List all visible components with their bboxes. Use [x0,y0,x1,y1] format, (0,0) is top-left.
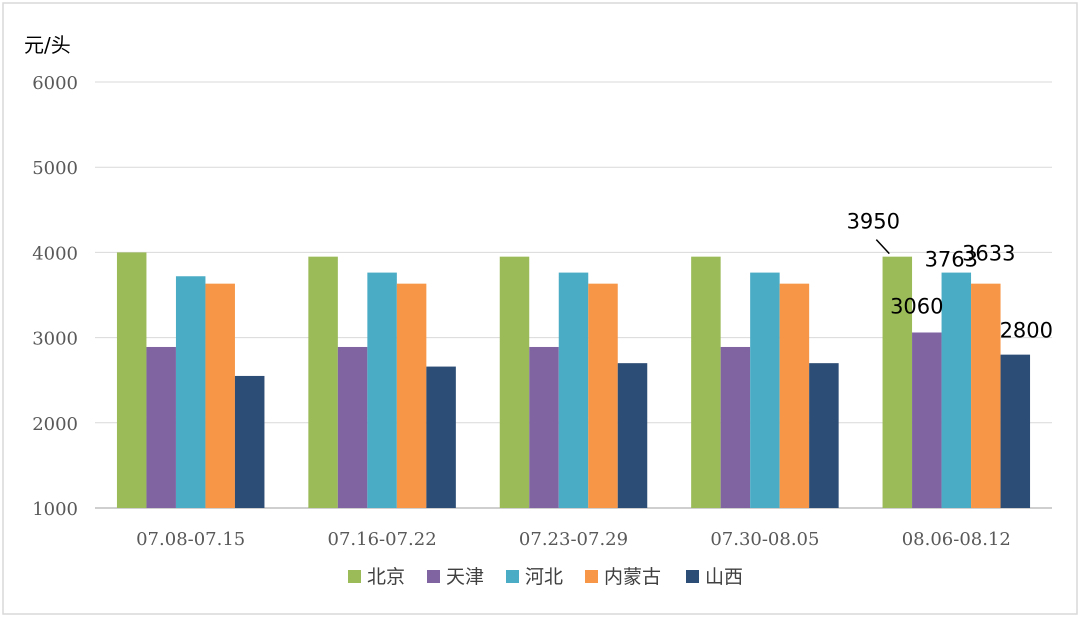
data-label: 3950 [847,210,900,234]
bar [750,272,780,508]
bars [116,252,1031,508]
bar [175,276,206,508]
bar [588,283,618,508]
leader-line [875,239,890,255]
bar [116,252,147,508]
data-label: 2800 [1000,319,1053,343]
bar [971,283,1001,508]
bar [426,366,456,508]
bar [912,332,942,508]
legend-swatch [506,570,519,583]
y-tick-label: 3000 [32,329,78,350]
bar [396,283,427,508]
bar [691,256,721,508]
x-axis-ticks: 07.08-07.15 07.16-07.22 07.23-07.29 07.30-0… [136,529,1011,550]
data-label: 3763 [925,248,978,272]
y-tick-label: 5000 [32,158,78,179]
bar [337,346,368,508]
x-tick-label: 07.16-07.22 [328,529,437,550]
bar [809,363,839,508]
y-axis-ticks: 1000 2000 3000 4000 5000 6000 [32,73,78,520]
bar [367,272,397,508]
bar [499,256,530,508]
bar [720,346,751,508]
legend-label: 北京 [367,566,405,588]
x-tick-label: 07.23-07.29 [519,529,628,550]
x-tick-label: 07.30-08.05 [710,529,819,550]
y-tick-label: 4000 [32,243,78,264]
legend-label: 内蒙古 [604,566,661,588]
x-tick-label: 07.08-07.15 [136,529,245,550]
y-tick-label: 6000 [32,73,78,94]
legend-swatch [348,570,361,583]
bar [558,272,589,508]
y-tick-label: 1000 [32,499,78,520]
legend-label: 山西 [705,566,743,588]
bar [308,256,338,508]
x-tick-label: 08.06-08.12 [902,529,1011,550]
bar [1000,354,1031,508]
legend-swatch [686,570,699,583]
legend: 北京 天津 河北 内蒙古 山西 [348,566,743,588]
bar [234,375,265,508]
y-axis-unit: 元/头 [24,33,71,57]
bar [779,283,810,508]
bar [882,256,913,508]
legend-label: 河北 [525,566,563,588]
bar [529,346,559,508]
data-label: 3060 [890,294,943,318]
y-tick-label: 2000 [32,414,78,435]
legend-swatch [427,570,440,583]
legend-swatch [585,570,598,583]
legend-label: 天津 [446,566,484,588]
bar [617,363,648,508]
bar [941,272,972,508]
bar [205,283,235,508]
bar [146,346,176,508]
data-label: 3633 [962,242,1015,266]
